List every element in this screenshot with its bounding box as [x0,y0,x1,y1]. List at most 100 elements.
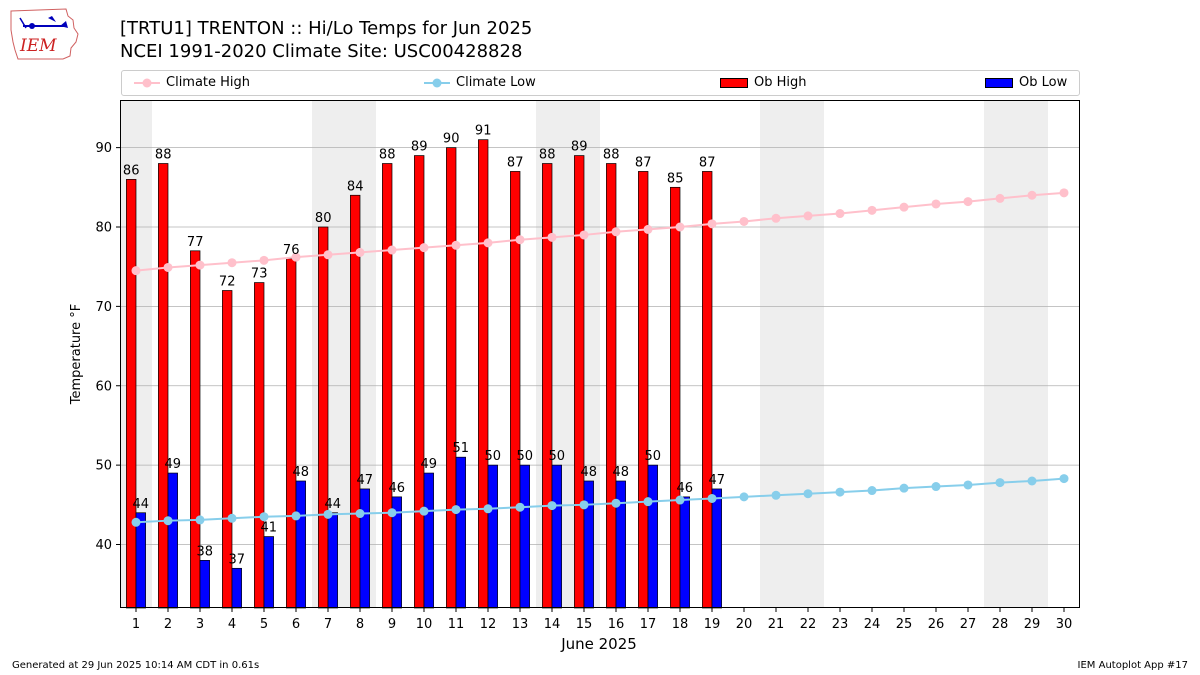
legend-item-ob-low: Ob Low [985,74,1067,92]
climate-high-point [291,252,301,262]
ob-low-bar [711,488,722,609]
legend-item-ob-high: Ob High [720,74,807,92]
climate-low-point [579,500,589,510]
x-tick-label: 11 [448,617,465,632]
ob-high-value-label: 72 [219,275,236,290]
x-tick-label: 25 [896,617,913,632]
ob-low-value-label: 50 [517,449,534,464]
ob-high-value-label: 88 [539,148,556,163]
ob-low-value-label: 46 [677,481,694,496]
ob-low-value-label: 48 [293,465,310,480]
climate-low-line [135,477,1065,524]
ob-high-value-label: 87 [507,155,524,170]
climate-high-point [803,211,813,221]
ob-low-bar [647,464,658,609]
ob-high-bar [702,171,713,609]
climate-high-point [675,222,685,232]
x-tick-label: 7 [324,617,332,632]
ob-high-value-label: 89 [411,140,428,155]
ob-high-bar [542,163,553,609]
ob-high-bar [446,147,457,609]
ob-high-value-label: 87 [635,155,652,170]
climate-low-point [259,512,269,522]
y-tick-label: 60 [95,379,112,394]
ob-low-value-label: 51 [453,441,470,456]
app-credit: IEM Autoplot App #17 [1077,660,1188,671]
climate-low-point [803,489,813,499]
climate-low-point [355,509,365,519]
x-tick-label: 9 [388,617,396,632]
legend-label-climate-high: Climate High [166,75,251,90]
ob-low-value-label: 48 [581,465,598,480]
climate-high-point [611,227,621,237]
climate-low-point [387,508,397,518]
x-tick-label: 6 [292,617,300,632]
ob-high-bar [350,194,361,609]
climate-high-point [707,219,717,229]
ob-high-bar [286,258,297,609]
x-tick-label: 17 [640,617,657,632]
ob-low-value-label: 37 [229,552,246,567]
ob-high-value-label: 77 [187,235,204,250]
ob-low-value-label: 44 [133,497,150,512]
x-tick-label: 14 [544,617,561,632]
ob-high-bar [478,139,489,609]
ob-low-bar [295,480,306,609]
ob-high-value-label: 88 [603,148,620,163]
climate-low-point [835,487,845,497]
ob-low-bar [551,464,562,609]
climate-high-point [355,247,365,257]
climate-low-point [611,498,621,508]
x-tick-label: 19 [704,617,721,632]
climate-high-point [515,235,525,245]
generated-timestamp: Generated at 29 Jun 2025 10:14 AM CDT in… [12,660,260,671]
climate-low-point [739,492,749,502]
climate-low-point [675,495,685,505]
ob-low-bar [231,567,242,609]
climate-high-point [195,260,205,270]
chart-title: [TRTU1] TRENTON :: Hi/Lo Temps for Jun 2… [120,18,533,39]
x-axis-label: June 2025 [560,635,637,653]
ob-high-bar [254,282,265,609]
climate-high-point [931,199,941,209]
ob-low-value-label: 49 [421,457,438,472]
ob-high-bar [126,179,137,609]
climate-high-point [451,240,461,250]
climate-low-point [227,513,237,523]
ob-low-value-label: 44 [325,497,342,512]
climate-low-point [1059,474,1069,484]
ob-low-bar [487,464,498,609]
ob-low-bar [679,496,690,609]
gridlines [120,147,1080,545]
legend-marker-ob-low [985,78,1013,88]
ob-low-value-label: 41 [261,521,278,536]
climate-high-point [739,216,749,226]
x-tick-label: 12 [480,617,497,632]
ob-low-bar [199,560,210,609]
y-axis-label: Temperature °F [69,304,84,405]
x-tick-label: 23 [832,617,849,632]
x-tick-label: 3 [196,617,204,632]
ob-high-value-label: 87 [699,155,716,170]
x-tick-label: 18 [672,617,689,632]
ob-low-value-label: 50 [549,449,566,464]
climate-low-point [451,505,461,515]
x-tick-label: 5 [260,617,268,632]
x-tick-label: 8 [356,617,364,632]
ob-high-value-label: 89 [571,140,588,155]
x-tick-label: 24 [864,617,881,632]
legend-label-ob-low: Ob Low [1019,75,1068,90]
legend-marker-climate-high [134,78,160,88]
ob-high-value-label: 85 [667,171,684,186]
ob-high-value-label: 76 [283,243,300,258]
legend-marker-climate-low [424,78,450,88]
plot-frame [120,100,1080,608]
ob-high-value-label: 90 [443,132,460,147]
ob-high-bar [158,163,169,609]
ob-high-bar [382,163,393,609]
ob-low-bar [263,536,274,609]
legend-label-climate-low: Climate Low [456,75,536,90]
climate-low-point [707,493,717,503]
x-tick-label: 13 [512,617,529,632]
weekend-shade-day-22 [792,100,824,608]
